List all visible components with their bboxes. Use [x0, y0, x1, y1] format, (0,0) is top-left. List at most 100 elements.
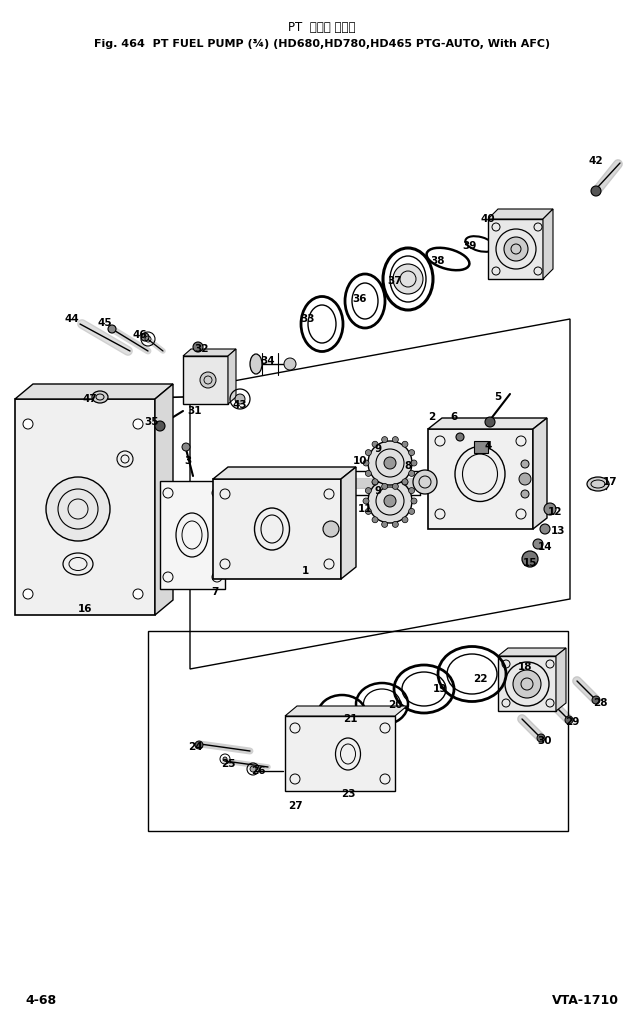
- Text: 8: 8: [404, 461, 412, 471]
- Circle shape: [323, 521, 339, 537]
- Circle shape: [382, 436, 388, 442]
- Circle shape: [223, 757, 227, 761]
- Polygon shape: [213, 467, 356, 479]
- Text: 24: 24: [187, 742, 202, 752]
- Text: 6: 6: [450, 412, 458, 422]
- Text: 44: 44: [64, 314, 79, 324]
- Circle shape: [393, 264, 423, 294]
- Text: 31: 31: [188, 406, 202, 416]
- Text: 42: 42: [589, 156, 603, 166]
- Circle shape: [365, 471, 372, 477]
- Circle shape: [413, 470, 437, 494]
- Text: 27: 27: [288, 801, 302, 811]
- Circle shape: [456, 433, 464, 441]
- Circle shape: [250, 766, 256, 772]
- Polygon shape: [15, 399, 155, 615]
- Circle shape: [540, 524, 550, 534]
- Circle shape: [409, 449, 415, 455]
- Circle shape: [235, 394, 245, 404]
- Text: 30: 30: [538, 736, 553, 746]
- Text: 43: 43: [232, 400, 247, 410]
- Circle shape: [537, 734, 545, 742]
- Text: 32: 32: [194, 344, 209, 354]
- Ellipse shape: [250, 354, 262, 374]
- Text: 3: 3: [184, 455, 192, 466]
- Text: 25: 25: [221, 759, 235, 769]
- Text: 14: 14: [538, 542, 553, 552]
- Polygon shape: [155, 384, 173, 615]
- Circle shape: [382, 522, 388, 528]
- Text: 33: 33: [301, 314, 316, 324]
- Circle shape: [365, 487, 372, 493]
- Text: 12: 12: [548, 507, 562, 517]
- Polygon shape: [228, 348, 236, 404]
- Circle shape: [363, 460, 369, 466]
- Text: 15: 15: [523, 558, 537, 568]
- Text: 11: 11: [358, 504, 372, 514]
- Text: 22: 22: [473, 674, 488, 684]
- Polygon shape: [428, 429, 533, 529]
- Circle shape: [392, 436, 399, 442]
- Text: 40: 40: [480, 214, 495, 224]
- Text: 9: 9: [374, 444, 381, 454]
- Text: 1: 1: [301, 566, 308, 576]
- Text: 18: 18: [518, 662, 532, 672]
- Polygon shape: [498, 648, 566, 656]
- Circle shape: [392, 483, 399, 489]
- Polygon shape: [183, 356, 228, 404]
- Circle shape: [402, 441, 408, 447]
- Circle shape: [522, 551, 538, 567]
- Circle shape: [193, 342, 203, 352]
- Text: 28: 28: [592, 698, 607, 708]
- Circle shape: [409, 508, 415, 515]
- Text: PT  フェル ボンプ: PT フェル ボンプ: [289, 20, 355, 34]
- Circle shape: [46, 477, 110, 541]
- Polygon shape: [556, 648, 566, 711]
- Polygon shape: [488, 219, 543, 279]
- Circle shape: [402, 517, 408, 523]
- Text: 20: 20: [388, 700, 402, 710]
- Circle shape: [485, 417, 495, 427]
- Circle shape: [592, 696, 600, 704]
- Text: 35: 35: [145, 417, 159, 427]
- Polygon shape: [428, 418, 547, 429]
- Text: 9: 9: [374, 486, 381, 496]
- Text: 19: 19: [433, 684, 447, 694]
- Circle shape: [565, 716, 573, 725]
- Circle shape: [411, 498, 417, 504]
- Text: 29: 29: [565, 717, 579, 727]
- Circle shape: [409, 471, 415, 477]
- Text: 4-68: 4-68: [25, 995, 56, 1008]
- Circle shape: [384, 457, 396, 469]
- Circle shape: [372, 479, 378, 485]
- Circle shape: [521, 490, 529, 498]
- Bar: [474, 441, 488, 453]
- Polygon shape: [285, 716, 395, 791]
- Ellipse shape: [587, 477, 609, 491]
- Circle shape: [182, 443, 190, 451]
- Circle shape: [372, 441, 378, 447]
- Text: 16: 16: [78, 604, 92, 614]
- Circle shape: [521, 460, 529, 468]
- Circle shape: [133, 589, 143, 599]
- Circle shape: [382, 483, 388, 489]
- Circle shape: [392, 475, 399, 481]
- Text: Fig. 464  PT FUEL PUMP (¾) (HD680,HD780,HD465 PTG-AUTO, With AFC): Fig. 464 PT FUEL PUMP (¾) (HD680,HD780,H…: [94, 39, 550, 49]
- Text: 39: 39: [463, 242, 477, 251]
- Circle shape: [372, 479, 378, 485]
- Polygon shape: [533, 418, 547, 529]
- Circle shape: [411, 460, 417, 466]
- Circle shape: [402, 479, 408, 485]
- Polygon shape: [341, 467, 356, 579]
- Circle shape: [23, 589, 33, 599]
- Circle shape: [108, 325, 116, 333]
- Circle shape: [23, 419, 33, 429]
- Circle shape: [519, 473, 531, 485]
- Text: 47: 47: [82, 394, 97, 404]
- Text: 10: 10: [353, 455, 367, 466]
- Circle shape: [368, 479, 412, 523]
- Text: 45: 45: [98, 318, 112, 328]
- Circle shape: [504, 237, 528, 261]
- Text: 37: 37: [388, 276, 402, 286]
- Circle shape: [409, 487, 415, 493]
